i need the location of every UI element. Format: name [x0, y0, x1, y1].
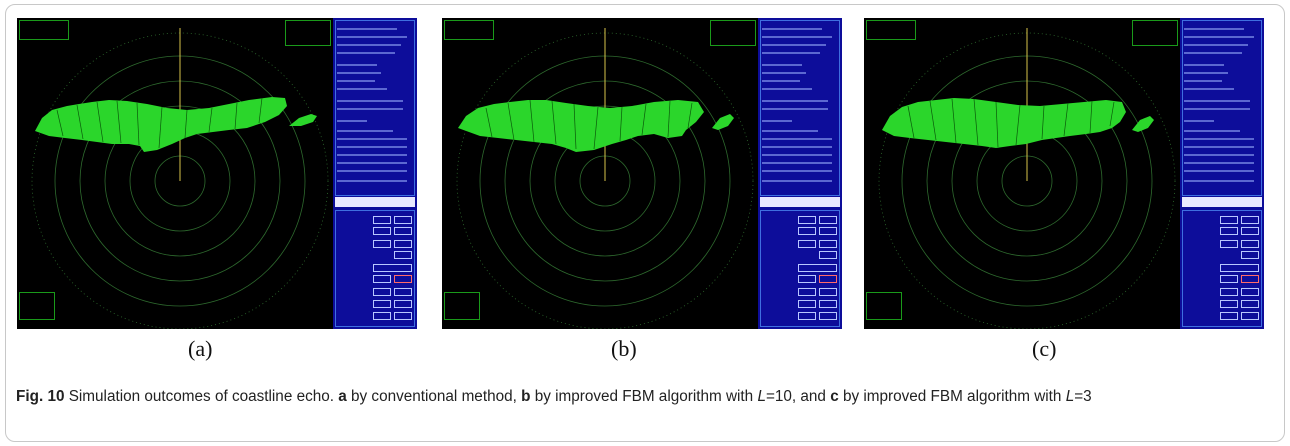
control-button[interactable] — [1220, 240, 1238, 248]
control-panel-a — [333, 18, 417, 329]
control-button[interactable] — [798, 288, 816, 296]
control-panel-c — [1180, 18, 1264, 329]
control-button[interactable] — [373, 288, 391, 296]
range-ring-outer — [31, 32, 329, 329]
control-button[interactable] — [819, 251, 837, 259]
control-button[interactable] — [1220, 288, 1238, 296]
control-button[interactable] — [819, 227, 837, 235]
subfigure-label-a: (a) — [188, 336, 213, 361]
figure-caption: Fig. 10 Simulation outcomes of coastline… — [16, 388, 1092, 405]
control-button[interactable] — [1220, 264, 1259, 272]
control-button[interactable] — [1241, 300, 1259, 308]
control-button[interactable] — [373, 227, 391, 235]
radar-panel-c — [864, 18, 1264, 329]
figure-frame — [5, 4, 1285, 442]
control-button[interactable] — [394, 240, 412, 248]
control-block — [1182, 210, 1262, 327]
control-button[interactable] — [798, 240, 816, 248]
control-button[interactable] — [1220, 227, 1238, 235]
control-button[interactable] — [394, 216, 412, 224]
hud-range-box — [866, 20, 916, 40]
control-button[interactable] — [373, 240, 391, 248]
control-button-active[interactable] — [819, 275, 837, 283]
figure-number: Fig. 10 — [16, 388, 65, 405]
control-button[interactable] — [394, 251, 412, 259]
hud-range-box — [444, 20, 494, 40]
status-block — [760, 20, 840, 196]
coastline-echo — [458, 100, 734, 152]
range-ring-outer — [878, 32, 1176, 329]
range-ring-outer — [456, 32, 754, 329]
control-button[interactable] — [394, 312, 412, 320]
control-button[interactable] — [394, 288, 412, 296]
control-button[interactable] — [373, 300, 391, 308]
control-button[interactable] — [1220, 275, 1238, 283]
radar-scope-c — [878, 28, 1176, 329]
control-button[interactable] — [798, 300, 816, 308]
control-button[interactable] — [373, 264, 412, 272]
coastline-echo — [882, 98, 1154, 148]
control-button[interactable] — [1241, 288, 1259, 296]
subfigure-label-b: (b) — [611, 336, 637, 361]
menu-bar[interactable] — [335, 197, 415, 207]
menu-bar[interactable] — [1182, 197, 1262, 207]
control-block — [335, 210, 415, 327]
hud-time-box — [285, 20, 331, 46]
control-button[interactable] — [819, 240, 837, 248]
control-button[interactable] — [1241, 251, 1259, 259]
hud-time-box — [1132, 20, 1178, 46]
control-button[interactable] — [1220, 216, 1238, 224]
hud-cpa-box — [866, 292, 902, 320]
control-button[interactable] — [373, 312, 391, 320]
control-button[interactable] — [394, 227, 412, 235]
control-button[interactable] — [1241, 312, 1259, 320]
radar-panel-a — [17, 18, 417, 329]
radar-scope-a — [31, 28, 329, 329]
control-button[interactable] — [394, 300, 412, 308]
control-button-active[interactable] — [394, 275, 412, 283]
control-button[interactable] — [798, 264, 837, 272]
control-button[interactable] — [1220, 300, 1238, 308]
radar-scope-b — [456, 28, 754, 329]
menu-bar[interactable] — [760, 197, 840, 207]
control-block — [760, 210, 840, 327]
hud-cpa-box — [444, 292, 480, 320]
hud-time-box — [710, 20, 756, 46]
hud-range-box — [19, 20, 69, 40]
control-button[interactable] — [819, 216, 837, 224]
control-button[interactable] — [798, 275, 816, 283]
control-button-active[interactable] — [1241, 275, 1259, 283]
control-button[interactable] — [373, 275, 391, 283]
control-panel-b — [758, 18, 842, 329]
control-button[interactable] — [819, 300, 837, 308]
control-button[interactable] — [798, 216, 816, 224]
status-block — [1182, 20, 1262, 196]
status-block — [335, 20, 415, 196]
control-button[interactable] — [373, 216, 391, 224]
control-button[interactable] — [1241, 216, 1259, 224]
radar-panel-b — [442, 18, 842, 329]
control-button[interactable] — [819, 312, 837, 320]
control-button[interactable] — [1241, 227, 1259, 235]
control-button[interactable] — [819, 288, 837, 296]
control-button[interactable] — [798, 227, 816, 235]
control-button[interactable] — [798, 312, 816, 320]
control-button[interactable] — [1220, 312, 1238, 320]
control-button[interactable] — [1241, 240, 1259, 248]
hud-cpa-box — [19, 292, 55, 320]
subfigure-label-c: (c) — [1032, 336, 1057, 361]
